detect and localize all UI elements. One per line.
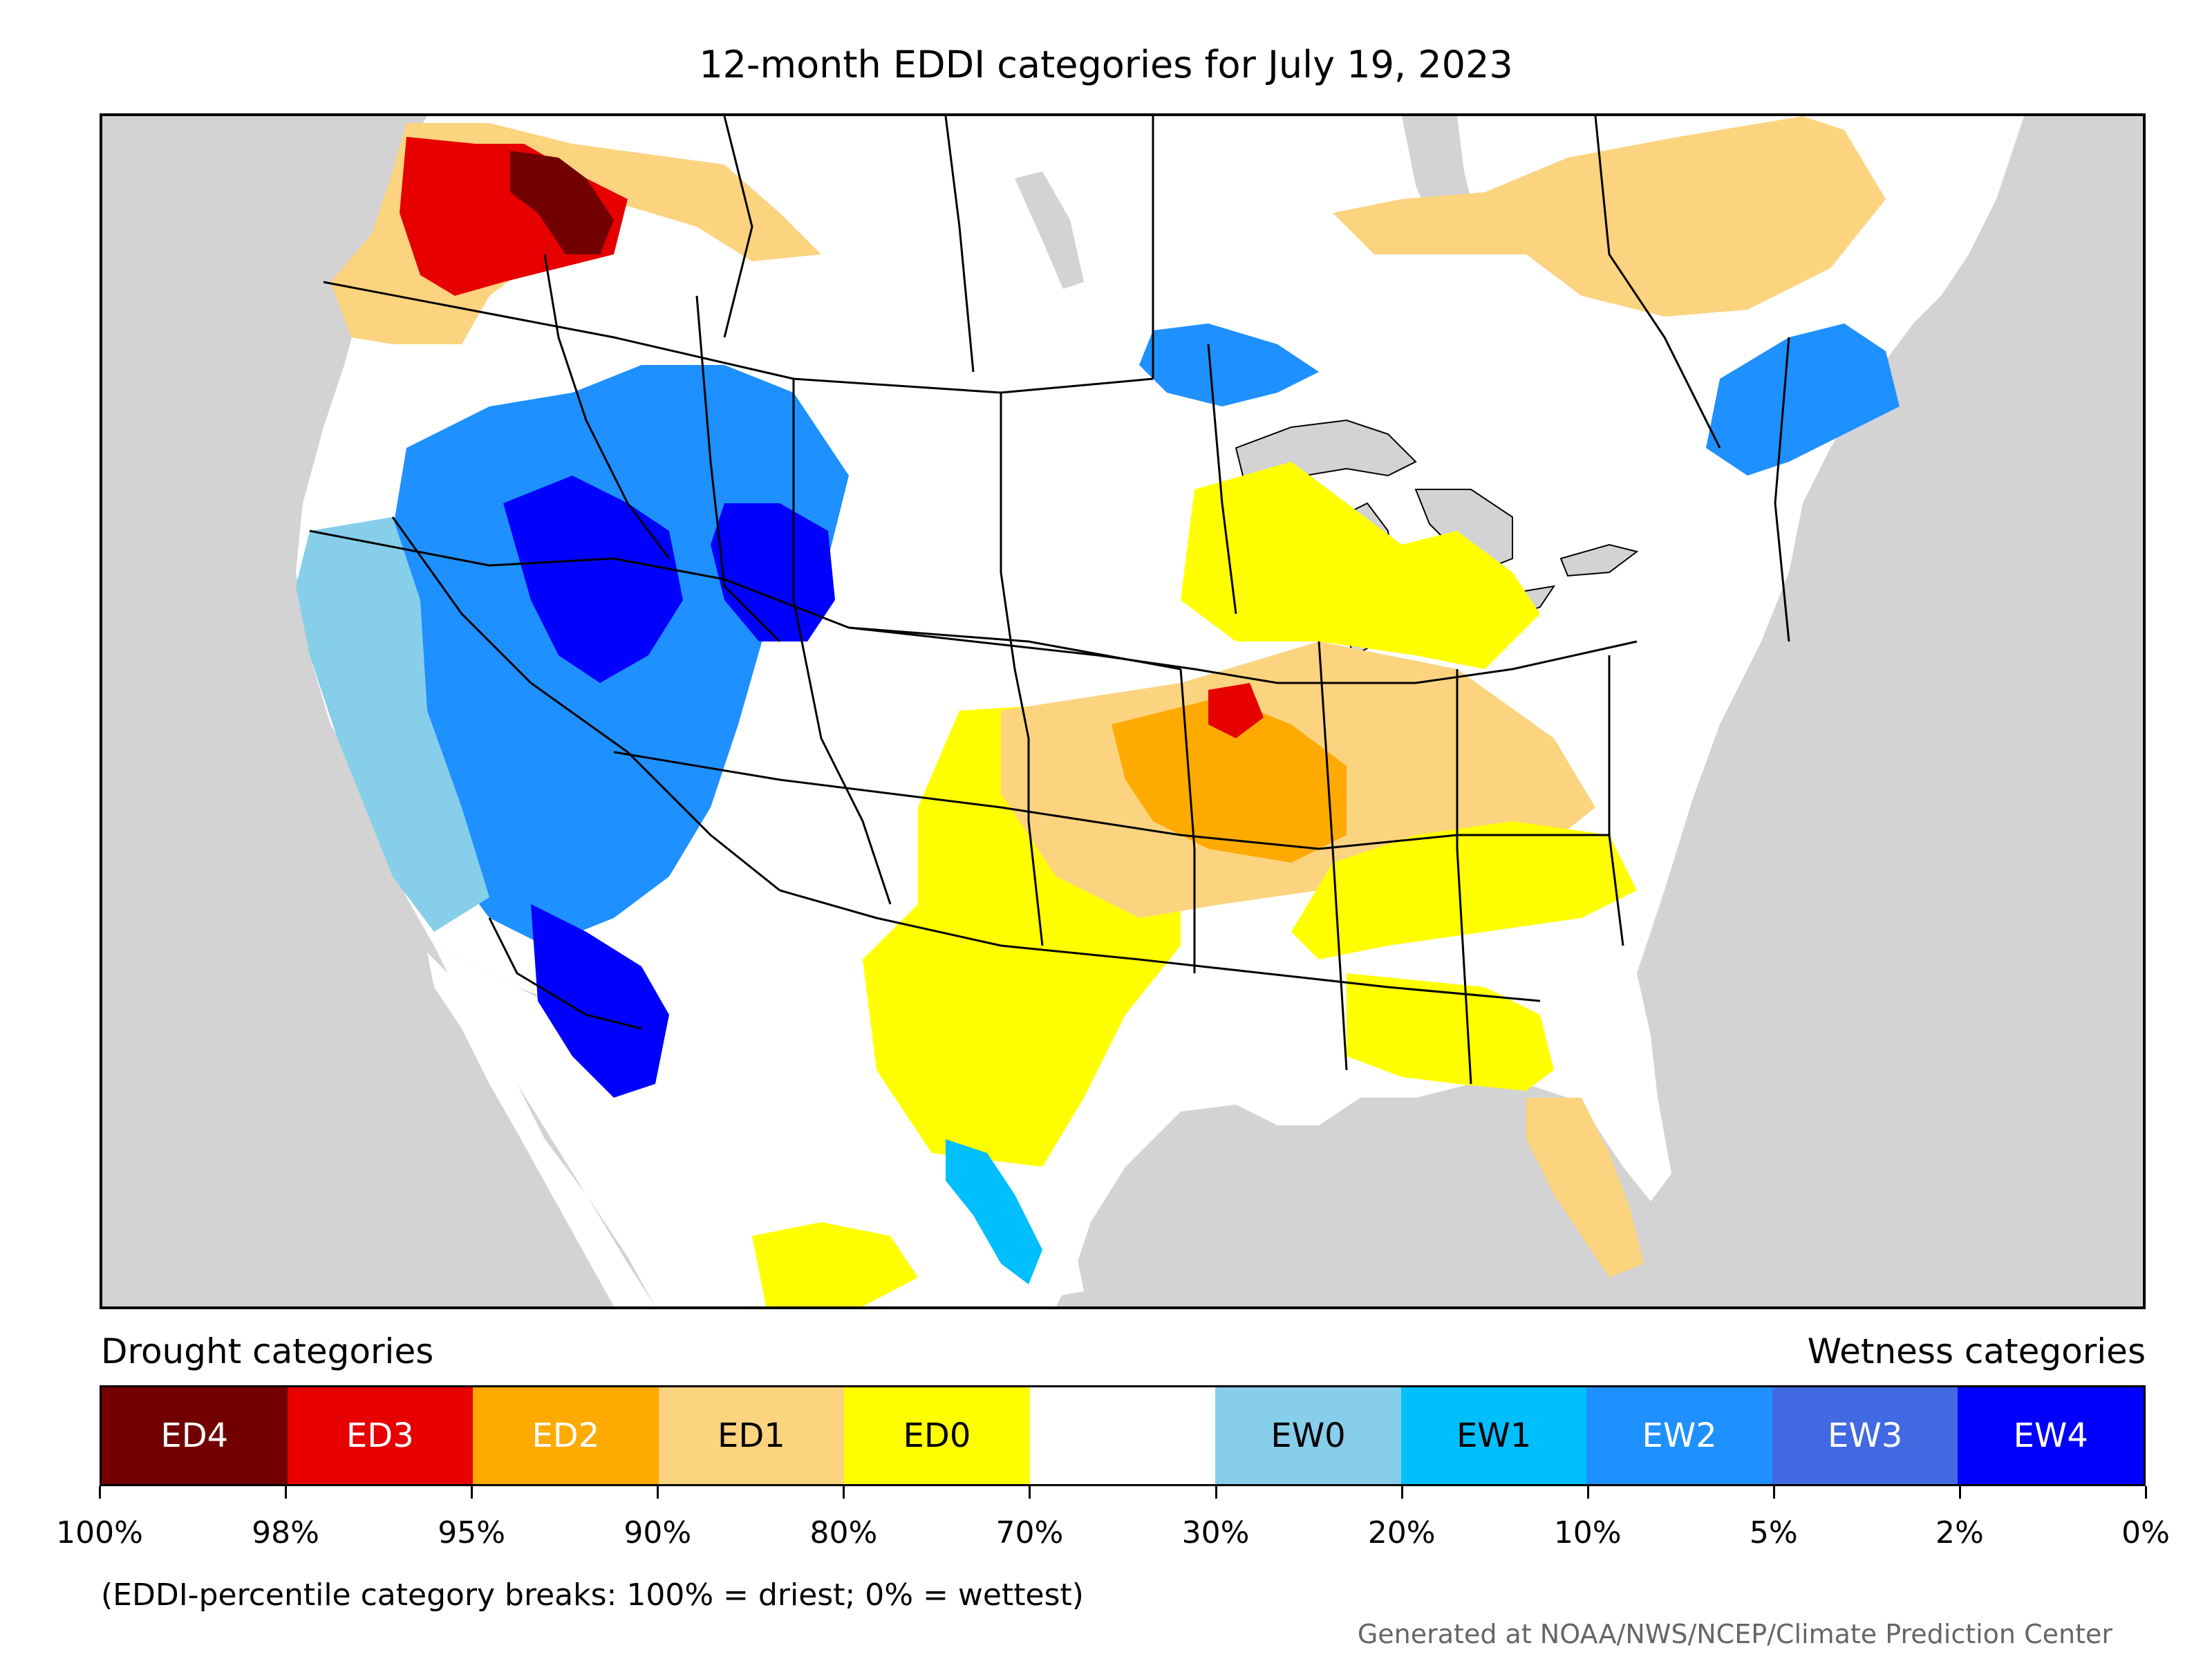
colorbar-ed3: ED3 [287,1387,474,1484]
category-breaks-note: (EDDI-percentile category breaks: 100% =… [101,1577,1084,1613]
colorbar-ew3: EW3 [1772,1387,1958,1484]
region-iowa-illinois-hotspot [1208,683,1264,738]
colorbar-ew0: EW0 [1215,1387,1401,1484]
colorbar-tick [657,1486,659,1499]
colorbar-ed0: ED0 [844,1387,1030,1484]
colorbar-tick [1215,1486,1217,1499]
colorbar-tick-label: 95% [438,1515,506,1550]
map-frame [100,113,2146,1309]
wetness-categories-label: Wetness categories [1807,1331,2146,1371]
colorbar-tick [1586,1486,1589,1499]
eddi-category-regions [296,116,1900,1306]
colorbar-tick-label: 100% [56,1515,143,1550]
colorbar-ed2: ED2 [473,1387,659,1484]
map-title: 12-month EDDI categories for July 19, 20… [699,43,1513,86]
region-lake-superior-shore [1139,324,1319,406]
region-gulf-coast [1347,973,1554,1091]
region-wyoming [711,503,835,641]
colorbar-tick [843,1486,845,1499]
region-missouri [1112,697,1347,863]
state-boundaries [309,116,1790,1085]
lake-winnipeg [1015,171,1084,289]
region-florida [1526,1098,1644,1277]
colorbar-ew2: EW2 [1586,1387,1772,1484]
colorbar-tick-label: 90% [624,1515,692,1550]
region-new-england [1706,324,1900,476]
region-texas-coast [946,1139,1042,1284]
region-utah-core [503,476,683,683]
colorbar-tick-label: 98% [252,1515,319,1550]
region-california [296,517,489,932]
colorbar-tick-label: 0% [2121,1515,2170,1550]
colorbar-tick [1029,1486,1031,1499]
colorbar-tick [471,1486,474,1499]
colorbar-tick-label: 2% [1936,1515,1984,1550]
colorbar-ed1: ED1 [658,1387,845,1484]
colorbar-tick-label: 80% [809,1515,878,1550]
colorbar-tick [1772,1486,1775,1499]
colorbar-tick [1400,1486,1403,1499]
colorbar-neutral [1029,1387,1216,1484]
eddi-map [296,116,2024,1306]
colorbar-tick [99,1486,101,1499]
colorbar-tick [2145,1486,2147,1499]
colorbar-tick-label: 30% [1181,1515,1250,1550]
colorbar-ed4: ED4 [102,1387,288,1484]
colorbar-tick-label: 70% [995,1515,1064,1550]
colorbar-tick [285,1486,288,1499]
land-baja [427,953,655,1306]
colorbar-tick [1958,1486,1961,1499]
region-upper-midwest [1181,462,1540,669]
region-ohio-valley [1291,821,1637,959]
region-mexico-north [752,1222,918,1306]
colorbar-tick-label: 10% [1553,1515,1622,1550]
credit-text: Generated at NOAA/NWS/NCEP/Climate Predi… [1357,1619,2112,1649]
colorbar-ew1: EW1 [1400,1387,1587,1484]
colorbar-tick-label: 20% [1367,1515,1436,1550]
colorbar: ED4 ED3 ED2 ED1 ED0 EW0 EW1 EW2 EW3 EW4 [100,1385,2146,1486]
colorbar-ew4: EW4 [1958,1387,2144,1484]
region-northern-rockies-core [510,151,614,254]
drought-categories-label: Drought categories [101,1331,434,1371]
region-arizona [531,904,669,1098]
colorbar-tick-label: 5% [1749,1515,1798,1550]
region-quebec [1333,116,1886,317]
lake-ontario [1559,543,1639,577]
